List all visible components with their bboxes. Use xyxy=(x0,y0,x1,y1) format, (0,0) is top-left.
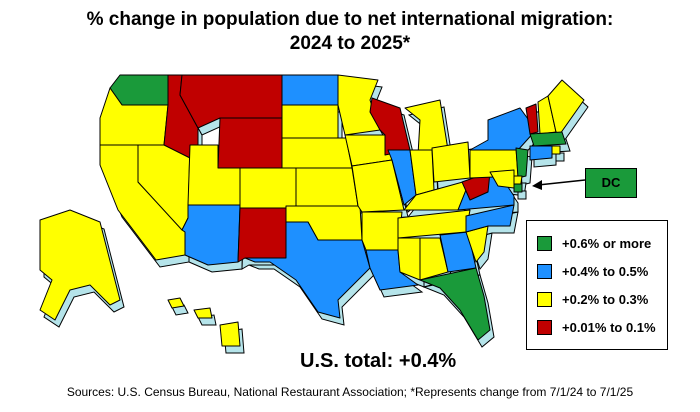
state-mo xyxy=(351,159,405,213)
state-ar xyxy=(361,211,403,251)
map-title: % change in population due to net intern… xyxy=(0,8,700,56)
title-line-2: 2024 to 2025* xyxy=(289,33,411,54)
state-fl xyxy=(419,267,491,341)
sources-note: Sources: U.S. Census Bureau, National Re… xyxy=(66,385,634,399)
title-line-1: % change in population due to net intern… xyxy=(86,9,614,30)
legend-label-highest: +0.6% or more xyxy=(562,235,652,251)
legend-label-mid: +0.2% to 0.3% xyxy=(562,291,649,307)
state-wy xyxy=(217,117,283,169)
state-ms xyxy=(397,237,421,281)
state-nj xyxy=(515,147,529,179)
state-extrusion-dc xyxy=(517,190,527,200)
state-az xyxy=(181,204,241,266)
state-ak xyxy=(39,209,121,321)
state-tx xyxy=(244,221,371,319)
legend-swatch-low xyxy=(537,319,552,335)
legend-item-highest: +0.6% or more xyxy=(537,234,651,252)
state-me xyxy=(547,79,585,135)
legend-item-high: +0.4% to 0.5% xyxy=(537,262,648,280)
state-ne xyxy=(281,137,353,169)
legend: +0.6% or more +0.4% to 0.5% +0.2% to 0.3… xyxy=(526,220,668,350)
state-sd xyxy=(281,104,339,139)
state-ct xyxy=(529,145,553,161)
legend-swatch-high xyxy=(537,263,552,279)
state-ky xyxy=(403,179,471,211)
state-nm xyxy=(237,207,287,263)
state-co xyxy=(239,167,297,209)
state-oh xyxy=(431,141,471,183)
map-states xyxy=(39,74,585,347)
legend-swatch-mid xyxy=(537,291,552,307)
us-total-label: U.S. total: +0.4% xyxy=(300,350,457,372)
state-wi xyxy=(369,97,411,156)
state-ri xyxy=(551,145,561,155)
state-ks xyxy=(295,167,359,207)
state-nc xyxy=(465,204,515,233)
state-il xyxy=(387,149,417,206)
legend-item-mid: +0.2% to 0.3% xyxy=(537,290,648,308)
legend-swatch-highest xyxy=(537,235,552,251)
state-ma xyxy=(529,131,567,147)
dc-pointer-arrow xyxy=(532,179,586,190)
state-vt xyxy=(525,103,539,135)
legend-label-low: +0.01% to 0.1% xyxy=(562,319,656,335)
legend-item-low: +0.01% to 0.1% xyxy=(537,318,656,336)
state-dc xyxy=(513,183,523,193)
state-nd xyxy=(281,74,339,106)
legend-label-high: +0.4% to 0.5% xyxy=(562,263,649,279)
dc-callout: DC xyxy=(585,168,637,198)
state-hi xyxy=(167,297,241,347)
